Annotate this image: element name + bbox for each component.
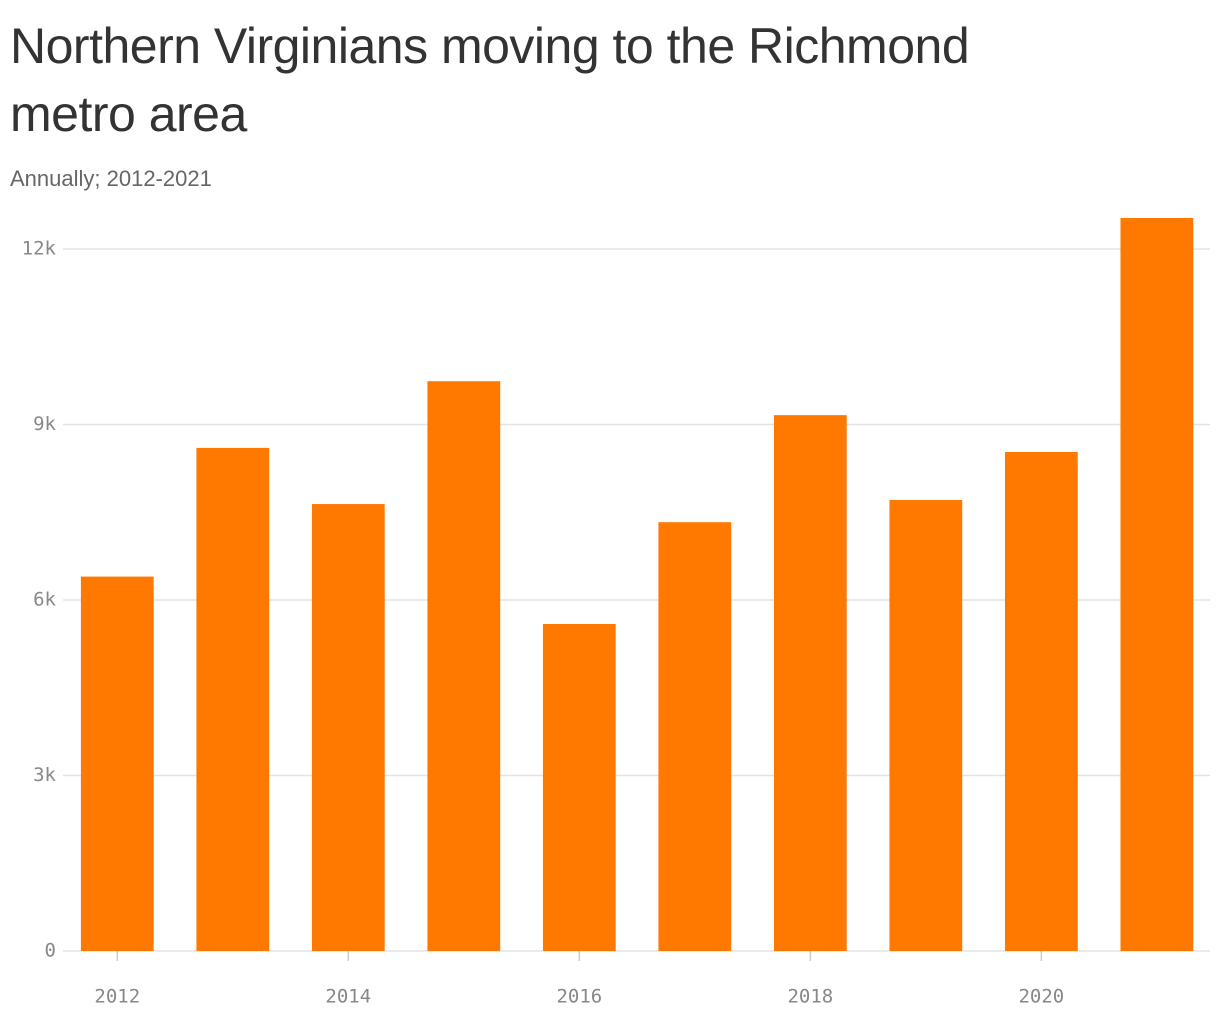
x-tick-label: 2014	[325, 986, 371, 1008]
chart-subtitle: Annually; 2012-2021	[10, 166, 212, 191]
bar	[427, 381, 501, 952]
x-tick-label: 2018	[787, 986, 833, 1008]
bar	[1004, 451, 1078, 951]
bar	[196, 447, 270, 951]
x-tick-label: 2020	[1018, 986, 1064, 1008]
bar	[1120, 217, 1194, 951]
bar	[542, 623, 616, 951]
bar	[80, 576, 154, 951]
x-tick-label: 2012	[94, 986, 140, 1008]
x-tick-label: 2016	[556, 986, 602, 1008]
bar	[773, 415, 847, 951]
bar	[311, 504, 385, 951]
y-tick-label: 12k	[22, 238, 57, 260]
y-tick-label: 9k	[33, 413, 56, 435]
chart-title: Northern Virginians moving to the Richmo…	[10, 18, 970, 142]
y-tick-label: 0	[45, 940, 56, 962]
bar	[889, 499, 963, 951]
bar	[658, 522, 732, 951]
y-tick-label: 6k	[33, 589, 56, 611]
y-tick-label: 3k	[33, 764, 56, 786]
